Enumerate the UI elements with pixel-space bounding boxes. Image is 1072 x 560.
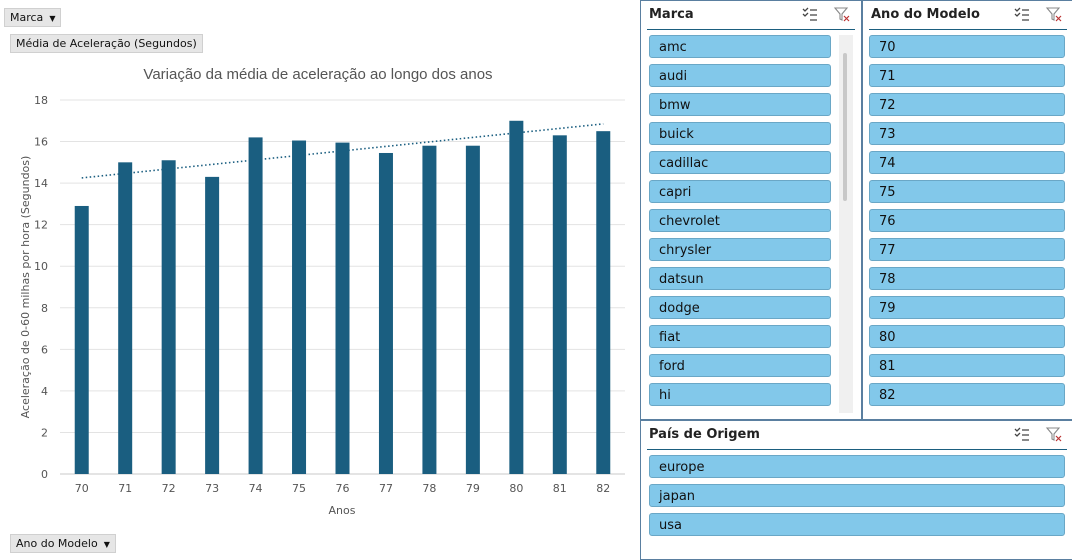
bar-80[interactable] — [509, 120, 524, 475]
clear-filter-icon[interactable] — [833, 5, 851, 23]
pais-item-usa[interactable]: usa — [649, 513, 1065, 536]
marca-item-datsun[interactable]: datsun — [649, 267, 831, 290]
ano-item-76[interactable]: 76 — [869, 209, 1065, 232]
marca-item-amc[interactable]: amc — [649, 35, 831, 58]
x-tick-label: 82 — [596, 482, 610, 495]
y-tick-label: 12 — [34, 219, 48, 232]
marca-item-chevrolet[interactable]: chevrolet — [649, 209, 831, 232]
bar-79[interactable] — [465, 145, 480, 474]
marca-scrollbar[interactable] — [839, 35, 853, 413]
bar-71[interactable] — [118, 162, 133, 475]
bar-81[interactable] — [552, 135, 567, 475]
x-tick-label: 71 — [118, 482, 132, 495]
x-tick-label: 74 — [249, 482, 263, 495]
clear-filter-icon[interactable] — [1045, 425, 1063, 443]
pais-item-japan[interactable]: japan — [649, 484, 1065, 507]
y-tick-label: 18 — [34, 94, 48, 107]
marca-item-chrysler[interactable]: chrysler — [649, 238, 831, 261]
marca-slicer: Marca amc audi bmw buick cadillac capri chevro… — [640, 0, 862, 420]
marca-filter-label: Marca — [10, 11, 44, 24]
ano-item-74[interactable]: 74 — [869, 151, 1065, 174]
y-tick-label: 8 — [41, 302, 48, 315]
ano-item-79[interactable]: 79 — [869, 296, 1065, 319]
bar-70[interactable] — [74, 205, 89, 474]
dropdown-arrow-icon: ▼ — [103, 539, 110, 549]
ano-item-78[interactable]: 78 — [869, 267, 1065, 290]
pais-slicer-title: País de Origem — [649, 427, 760, 442]
chart-title: Variação da média de aceleração ao longo… — [143, 66, 492, 83]
y-tick-label: 10 — [34, 260, 48, 273]
bar-78[interactable] — [422, 145, 437, 474]
ano-item-70[interactable]: 70 — [869, 35, 1065, 58]
x-tick-label: 77 — [379, 482, 393, 495]
y-tick-label: 2 — [41, 426, 48, 439]
pivot-chart-area: Marca ▼ Média de Aceleração (Segundos) 0 2… — [4, 8, 625, 553]
ano-slicer-title: Ano do Modelo — [871, 7, 980, 22]
pais-item-europe[interactable]: europe — [649, 455, 1065, 478]
y-tick-label: 16 — [34, 136, 48, 149]
x-tick-label: 79 — [466, 482, 480, 495]
ano-item-81[interactable]: 81 — [869, 354, 1065, 377]
slicer-header-divider — [647, 29, 855, 30]
multi-select-icon[interactable] — [801, 5, 819, 23]
marca-slicer-title: Marca — [649, 7, 694, 22]
y-tick-label: 0 — [41, 468, 48, 481]
ano-item-73[interactable]: 73 — [869, 122, 1065, 145]
marca-item-bmw[interactable]: bmw — [649, 93, 831, 116]
x-tick-label: 80 — [509, 482, 523, 495]
slicer-header-divider — [647, 449, 1067, 450]
ano-item-71[interactable]: 71 — [869, 64, 1065, 87]
bar-74[interactable] — [248, 137, 263, 474]
marca-item-audi[interactable]: audi — [649, 64, 831, 87]
ano-axis-field-button[interactable]: Ano do Modelo ▼ — [10, 534, 116, 553]
y-tick-label: 6 — [41, 343, 48, 356]
y-tick-label: 14 — [34, 177, 48, 190]
marca-scrollbar-thumb[interactable] — [843, 53, 847, 201]
multi-select-icon[interactable] — [1013, 5, 1031, 23]
x-tick-label: 81 — [553, 482, 567, 495]
marca-item-fiat[interactable]: fiat — [649, 325, 831, 348]
ano-slicer: Ano do Modelo 70 71 72 73 74 75 76 77 78 79 80 81 82 — [862, 0, 1072, 420]
trendline — [81, 123, 604, 179]
marca-item-cadillac[interactable]: cadillac — [649, 151, 831, 174]
clear-filter-icon[interactable] — [1045, 5, 1063, 23]
ano-item-75[interactable]: 75 — [869, 180, 1065, 203]
multi-select-icon[interactable] — [1013, 425, 1031, 443]
bar-77[interactable] — [378, 152, 393, 474]
bar-72[interactable] — [161, 160, 176, 474]
marca-item-dodge[interactable]: dodge — [649, 296, 831, 319]
ano-item-80[interactable]: 80 — [869, 325, 1065, 348]
marca-item-capri[interactable]: capri — [649, 180, 831, 203]
x-tick-label: 75 — [292, 482, 306, 495]
ano-item-82[interactable]: 82 — [869, 383, 1065, 406]
x-tick-label: 73 — [205, 482, 219, 495]
y-axis-label: Aceleração de 0-60 milhas por hora (Segu… — [19, 156, 32, 419]
x-tick-label: 72 — [162, 482, 176, 495]
ano-item-77[interactable]: 77 — [869, 238, 1065, 261]
marca-item-hi[interactable]: hi — [649, 383, 831, 406]
x-axis-label: Anos — [329, 504, 356, 517]
bar-chart: 0 2 4 6 8 10 12 14 16 18 70 71 72 73 74 75 76 77 78 79 80 81 8… — [19, 66, 625, 517]
y-tick-label: 4 — [41, 385, 48, 398]
x-tick-label: 78 — [422, 482, 436, 495]
pais-slicer: País de Origem europe japan usa — [640, 420, 1072, 560]
bar-76[interactable] — [335, 142, 350, 474]
bar-82[interactable] — [596, 131, 611, 474]
value-field-label: Média de Aceleração (Segundos) — [16, 37, 197, 50]
marca-item-ford[interactable]: ford — [649, 354, 831, 377]
marca-item-buick[interactable]: buick — [649, 122, 831, 145]
dropdown-arrow-icon: ▼ — [49, 13, 56, 23]
bar-73[interactable] — [205, 176, 220, 474]
marca-filter-button[interactable]: Marca ▼ — [4, 8, 62, 27]
ano-axis-field-label: Ano do Modelo — [16, 537, 98, 550]
x-tick-label: 70 — [75, 482, 89, 495]
value-field-button[interactable]: Média de Aceleração (Segundos) — [10, 34, 203, 53]
slicer-header-divider — [869, 29, 1067, 30]
bar-75[interactable] — [292, 140, 307, 474]
ano-item-72[interactable]: 72 — [869, 93, 1065, 116]
x-tick-label: 76 — [336, 482, 350, 495]
